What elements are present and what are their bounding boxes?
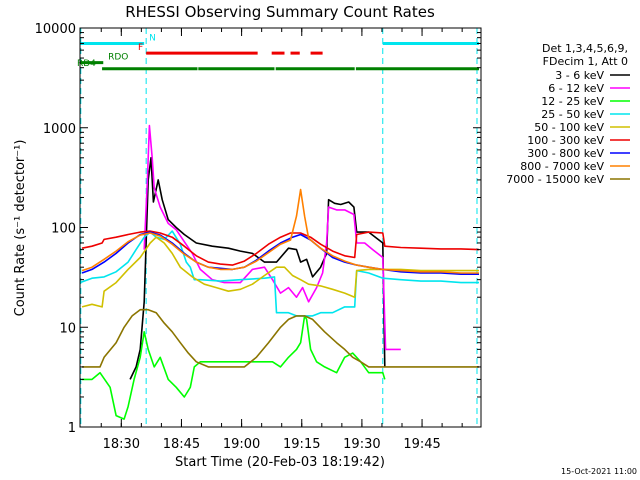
x-tick-label: 19:45 — [403, 437, 440, 452]
series-7000-15000-kev — [82, 308, 479, 368]
series-line-3-6-kev — [129, 157, 386, 380]
x-tick-label: 19:00 — [223, 437, 260, 452]
y-tick-label: 100 — [51, 222, 76, 237]
x-tick-label: 18:30 — [103, 437, 140, 452]
legend-label-800-7000-kev: 800 - 7000 keV — [520, 160, 604, 173]
x-axis-label: Start Time (20-Feb-03 18:19:42) — [175, 455, 385, 470]
legend-label-25-50-kev: 25 - 50 keV — [541, 108, 604, 121]
legend-header-line1: Det 1,3,4,5,6,9, — [542, 42, 628, 55]
flag-bars: NF RDO RD4 — [77, 33, 479, 71]
chart-title: RHESSI Observing Summary Count Rates — [125, 3, 435, 21]
x-axis: 18:30 18:45 19:00 19:15 19:30 19:45 — [100, 28, 463, 452]
series-3-6-kev — [129, 157, 386, 380]
legend-header-line2: FDecim 1, Att 0 — [543, 55, 628, 68]
legend: Det 1,3,4,5,6,9, FDecim 1, Att 0 3 - 6 k… — [506, 42, 630, 186]
y-axis: 1 10 100 1000 10000 — [35, 22, 481, 436]
legend-label-3-6-kev: 3 - 6 keV — [555, 69, 604, 82]
y-tick-label: 10 — [59, 321, 76, 336]
series-line-100-300-kev — [81, 230, 480, 266]
series-lines — [79, 124, 480, 420]
x-tick-label: 19:30 — [343, 437, 380, 452]
series-25-50-kev — [79, 230, 479, 317]
series-line-7000-15000-kev — [82, 308, 479, 368]
legend-label-6-12-kev: 6 - 12 keV — [548, 82, 604, 95]
series-12-25-kev — [82, 315, 386, 420]
legend-label-100-300-kev: 100 - 300 keV — [527, 134, 604, 147]
series-6-12-kev — [143, 124, 401, 351]
legend-label-12-25-kev: 12 - 25 keV — [541, 95, 604, 108]
flag-label-f: F — [138, 43, 143, 53]
y-tick-label: 1000 — [43, 122, 76, 137]
legend-label-7000-15000-kev: 7000 - 15000 keV — [506, 173, 604, 186]
series-line-12-25-kev — [82, 315, 386, 420]
footer-timestamp: 15-Oct-2021 11:00 — [561, 467, 637, 476]
x-tick-label: 18:45 — [163, 437, 200, 452]
y-axis-label: Count Rate (s⁻¹ detector⁻¹) — [13, 140, 28, 317]
series-line-25-50-kev — [79, 230, 479, 317]
series-line-50-100-kev — [81, 236, 479, 308]
flag-label-rdo: RDO — [108, 53, 128, 63]
y-tick-label: 1 — [68, 421, 76, 436]
flag-label-n: N — [149, 33, 156, 43]
x-tick-label: 19:15 — [283, 437, 320, 452]
series-800-7000-kev — [81, 188, 479, 274]
series-100-300-kev — [81, 230, 480, 266]
series-line-6-12-kev — [143, 124, 401, 351]
plot-area — [80, 28, 478, 427]
y-tick-label: 10000 — [35, 22, 76, 37]
series-50-100-kev — [81, 236, 479, 308]
series-line-800-7000-kev — [81, 188, 479, 274]
flag-label-rd4: RD4 — [77, 59, 96, 69]
legend-label-300-800-kev: 300 - 800 keV — [527, 147, 604, 160]
legend-label-50-100-kev: 50 - 100 keV — [534, 121, 604, 134]
